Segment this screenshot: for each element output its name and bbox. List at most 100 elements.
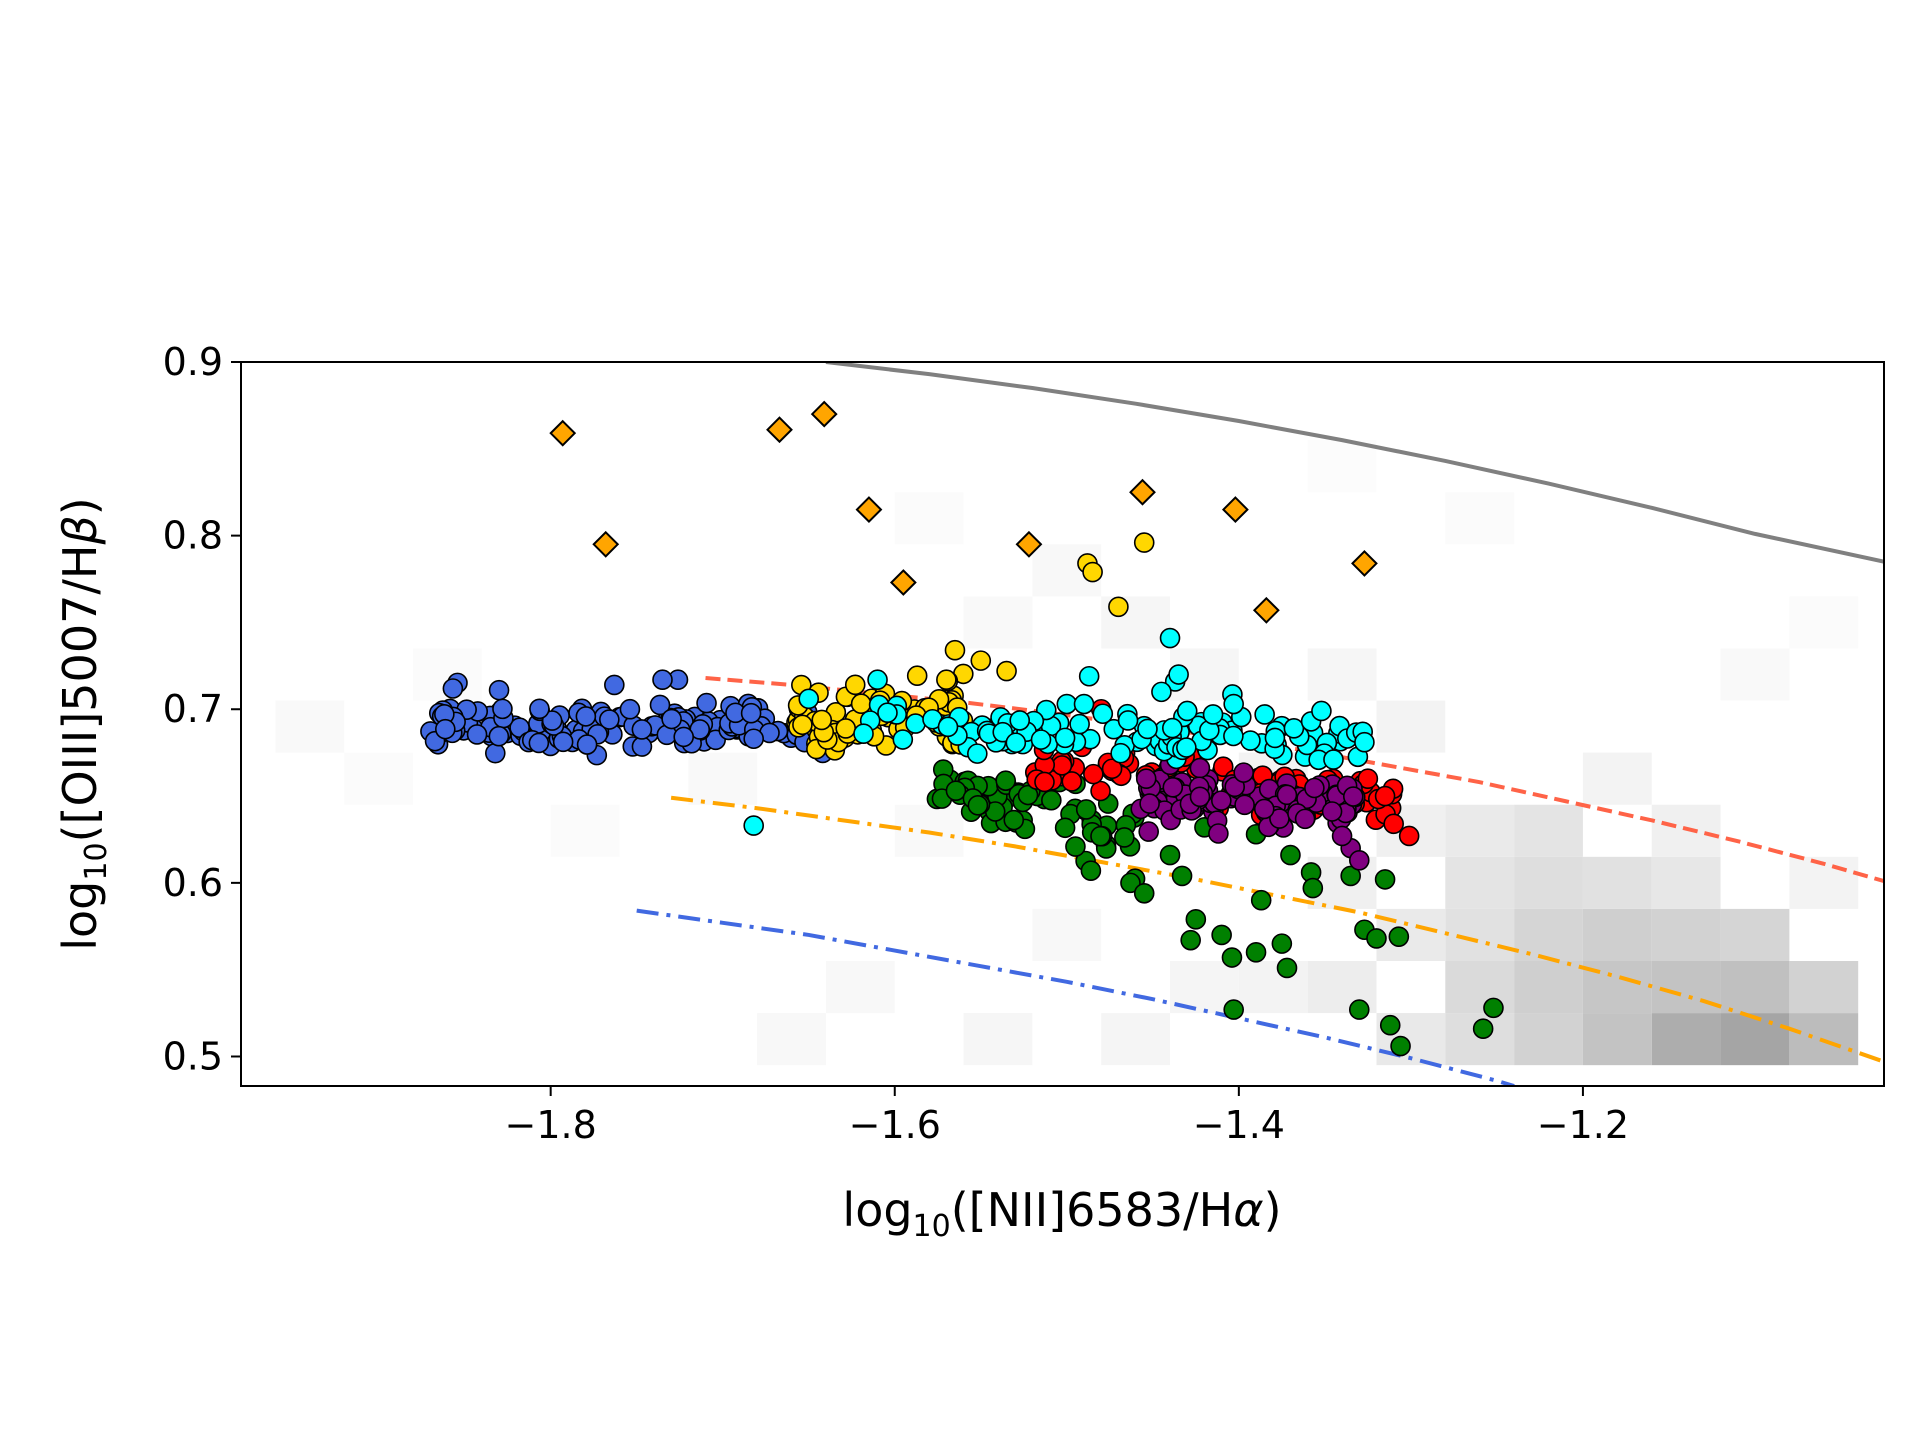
- data-point: [853, 723, 874, 744]
- data-point: [1472, 1018, 1494, 1040]
- data-point: [1483, 997, 1504, 1019]
- data-point: [652, 669, 673, 691]
- density-cell: [1651, 960, 1721, 1014]
- data-point: [442, 678, 464, 699]
- data-point: [1331, 825, 1353, 847]
- data-point: [1302, 877, 1324, 899]
- density-cell: [825, 960, 895, 1014]
- data-point: [944, 639, 966, 661]
- data-point: [528, 732, 550, 754]
- plot-frame: [240, 361, 1885, 1087]
- density-cell: [1376, 908, 1446, 961]
- x-axis-label-greek: α: [1233, 1183, 1263, 1237]
- model-line-dashdot: [670, 795, 1884, 1064]
- data-point-diamond: [1221, 496, 1249, 523]
- data-point: [1114, 827, 1135, 848]
- data-point: [1390, 1035, 1411, 1057]
- data-point-diamond: [1129, 478, 1156, 506]
- data-point: [996, 660, 1017, 682]
- data-point: [1030, 729, 1052, 750]
- data-point: [1185, 909, 1207, 930]
- density-cell: [1720, 908, 1790, 961]
- density-cell: [1514, 960, 1583, 1014]
- data-point: [1211, 790, 1232, 811]
- data-point: [661, 708, 682, 730]
- data-point: [1208, 823, 1229, 844]
- density-cell: [1514, 804, 1583, 857]
- data-point: [1110, 742, 1131, 764]
- y-axis-label-greek: β: [53, 515, 107, 545]
- data-point: [1151, 681, 1172, 703]
- data-point: [1133, 532, 1155, 553]
- density-cell: [1582, 1013, 1652, 1066]
- data-point: [1135, 768, 1157, 790]
- density-cell: [1307, 648, 1377, 701]
- data-point: [1189, 757, 1211, 779]
- data-point: [892, 729, 914, 750]
- data-point: [743, 815, 764, 836]
- density-cell: [550, 804, 620, 857]
- data-point: [867, 669, 888, 691]
- data-point: [792, 714, 813, 736]
- data-point: [1108, 596, 1129, 618]
- data-point: [1379, 1014, 1401, 1036]
- data-point: [696, 692, 717, 714]
- data-point: [529, 698, 550, 720]
- data-point: [743, 728, 764, 750]
- data-point: [1348, 999, 1370, 1020]
- data-point: [1061, 771, 1083, 792]
- data-point: [1245, 942, 1267, 963]
- x-axis-label-subscript: 10: [913, 1209, 951, 1244]
- x-axis-label: log10([NII]6583/Hα): [842, 1183, 1281, 1244]
- y-tick-label: 0.7: [163, 687, 223, 731]
- data-point: [740, 702, 762, 724]
- data-point: [619, 698, 641, 720]
- density-cell: [1514, 1013, 1583, 1066]
- data-point: [1221, 947, 1243, 968]
- x-axis-ticks: −1.8 −1.6 −1.4 −1.2: [505, 1086, 1629, 1147]
- density-cell: [1582, 752, 1652, 805]
- data-point: [1054, 817, 1076, 839]
- data-point-diamond: [889, 569, 917, 596]
- data-point: [844, 674, 866, 696]
- data-point: [1005, 732, 1027, 754]
- data-point: [945, 780, 967, 801]
- data-point: [1082, 561, 1103, 583]
- data-point: [877, 702, 898, 724]
- data-point-diamond: [549, 419, 577, 447]
- y-axis-label-prefix: log: [53, 881, 107, 951]
- density-cell: [757, 1013, 826, 1066]
- data-point: [631, 719, 653, 740]
- y-axis-label: log10([OIII]5007/Hβ): [53, 497, 114, 951]
- density-cell: [963, 596, 1033, 649]
- density-cell: [1720, 648, 1790, 701]
- model-line-solid: [825, 362, 1884, 564]
- data-point: [850, 693, 872, 715]
- y-tick-label: 0.8: [163, 514, 223, 558]
- data-point: [599, 709, 620, 730]
- density-cell: [1238, 960, 1308, 1014]
- density-cell: [1101, 1013, 1171, 1066]
- data-point-diamond: [592, 530, 620, 558]
- data-point: [1080, 860, 1102, 882]
- data-point: [1348, 849, 1370, 871]
- data-point: [492, 698, 513, 720]
- data-point: [1304, 777, 1325, 799]
- density-cell: [688, 752, 758, 805]
- data-point: [1073, 693, 1095, 715]
- data-point: [1254, 704, 1275, 725]
- density-cell: [963, 1013, 1033, 1066]
- data-point: [1354, 731, 1375, 753]
- density-cell: [1651, 804, 1721, 857]
- y-tick-label: 0.9: [163, 340, 223, 384]
- data-point: [484, 742, 506, 764]
- data-point: [970, 650, 992, 671]
- scatter-points: [420, 400, 1504, 1057]
- data-point: [1051, 755, 1073, 776]
- data-point: [1078, 665, 1100, 687]
- data-point: [1202, 704, 1224, 725]
- data-point: [1321, 801, 1343, 822]
- data-point: [1159, 844, 1181, 866]
- data-point-diamond: [1252, 596, 1280, 624]
